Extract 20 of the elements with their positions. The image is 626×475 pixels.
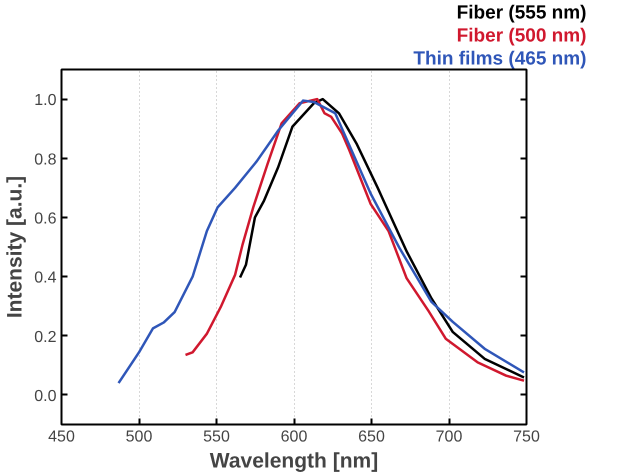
- y-tick-label: 0.2: [34, 328, 57, 346]
- y-tick-label: 0.6: [34, 210, 57, 228]
- text: Thin films (465 nm): [413, 48, 587, 70]
- y-tick-label: 0.4: [34, 270, 57, 287]
- x-tick-label: 750: [513, 428, 540, 446]
- y-tick-label: 0.8: [34, 151, 57, 168]
- y-tick-label: 1.0: [34, 92, 57, 110]
- x-tick-label: 600: [280, 428, 308, 446]
- line-series: [184, 98, 526, 382]
- x-axis-title: Wavelength [nm]: [210, 450, 378, 472]
- line-series: [117, 99, 526, 384]
- x-tick-label: 700: [436, 428, 462, 446]
- text: Fiber (555 nm): [456, 2, 587, 24]
- x-tick-label: 500: [126, 428, 152, 446]
- x-tick-label: 650: [358, 428, 385, 446]
- y-tick-label: 0.0: [34, 388, 57, 405]
- text: Fiber (500 nm): [456, 26, 587, 46]
- y-axis-title: Intensity [a.u.]: [3, 176, 26, 318]
- x-tick-label: 550: [203, 428, 230, 446]
- x-tick-label: 450: [48, 428, 75, 446]
